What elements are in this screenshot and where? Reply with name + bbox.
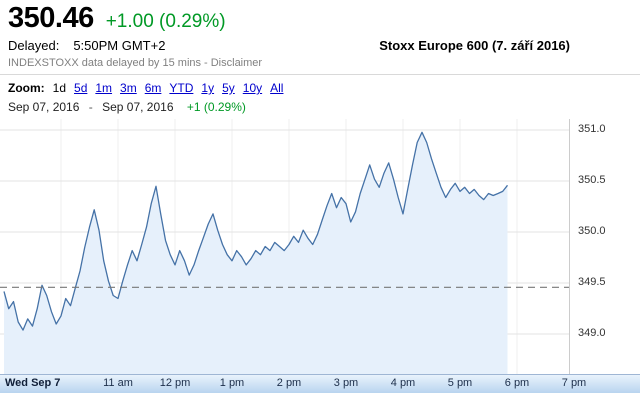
zoom-option-ytd[interactable]: YTD (169, 81, 194, 95)
time-axis-label: 3 pm (333, 377, 359, 389)
time-axis-label: 5 pm (447, 377, 473, 389)
zoom-option-5y[interactable]: 5y (222, 81, 235, 95)
time-axis-label: 11 am (103, 377, 133, 389)
zoom-row: Zoom: 1d 5d 1m 3m 6m YTD 1y 5y 10y All (0, 75, 640, 99)
zoom-option-1y[interactable]: 1y (201, 81, 215, 95)
y-axis-tick-label: 351.0 (578, 123, 606, 135)
zoom-option-all[interactable]: All (270, 81, 284, 95)
instrument-title: Stoxx Europe 600 (7. září 2016) (379, 38, 570, 53)
range-separator: - (88, 100, 93, 114)
y-axis-tick-label: 350.5 (578, 174, 606, 186)
delayed-label: Delayed: (8, 38, 60, 53)
zoom-option-1m[interactable]: 1m (95, 81, 113, 95)
last-price: 350.46 (8, 2, 94, 34)
chart-plot-area[interactable]: 349.0 349.5 350.0 350.5 351.0 (0, 119, 640, 374)
time-axis-label: 1 pm (219, 377, 245, 389)
zoom-option-5d[interactable]: 5d (74, 81, 88, 95)
chart-box: Zoom: 1d 5d 1m 3m 6m YTD 1y 5y 10y All Sep 07, 201… (0, 75, 640, 393)
quote-header: 350.46 +1.00 (0.29%) Delayed: 5:50PM GMT… (0, 0, 640, 75)
price-area-chart[interactable] (0, 119, 570, 374)
zoom-option-1d[interactable]: 1d (52, 81, 67, 95)
time-axis-label: 2 pm (276, 377, 302, 389)
time-axis-label: 4 pm (390, 377, 416, 389)
time-axis-label: 7 pm (561, 377, 587, 389)
zoom-option-6m[interactable]: 6m (144, 81, 162, 95)
time-axis-label: 6 pm (504, 377, 530, 389)
time-axis-scrollbar[interactable]: Wed Sep 7 11 am 12 pm 1 pm 2 pm 3 pm 4 pm 5 pm 6… (0, 374, 640, 393)
disclaimer-text: INDEXSTOXX data delayed by 15 mins - (8, 57, 208, 69)
disclaimer-row: INDEXSTOXX data delayed by 15 mins - Disc… (8, 57, 632, 74)
delayed-time: 5:50PM GMT+2 (73, 38, 166, 53)
zoom-option-3m[interactable]: 3m (120, 81, 137, 95)
time-axis-label: 12 pm (159, 377, 191, 389)
time-axis-label: Wed Sep 7 (5, 377, 61, 389)
date-range-row: Sep 07, 2016 - Sep 07, 2016 +1 (0.29%) (0, 99, 640, 119)
y-axis-tick-label: 349.0 (578, 327, 606, 339)
price-row: 350.46 +1.00 (0.29%) (8, 2, 632, 35)
range-end-date: Sep 07, 2016 (102, 100, 174, 114)
y-axis-tick-label: 350.0 (578, 225, 606, 237)
range-change: +1 (0.29%) (186, 100, 246, 114)
range-start-date: Sep 07, 2016 (8, 100, 80, 114)
meta-row: Delayed: 5:50PM GMT+2 Stoxx Europe 600 (… (8, 38, 632, 53)
zoom-label: Zoom: (8, 81, 45, 95)
zoom-option-10y[interactable]: 10y (242, 81, 263, 95)
y-axis-tick-label: 349.5 (578, 276, 606, 288)
disclaimer-link[interactable]: Disclaimer (210, 57, 263, 69)
price-change: +1.00 (0.29%) (105, 11, 226, 32)
zoom-links: 1d 5d 1m 3m 6m YTD 1y 5y 10y All (53, 81, 292, 95)
